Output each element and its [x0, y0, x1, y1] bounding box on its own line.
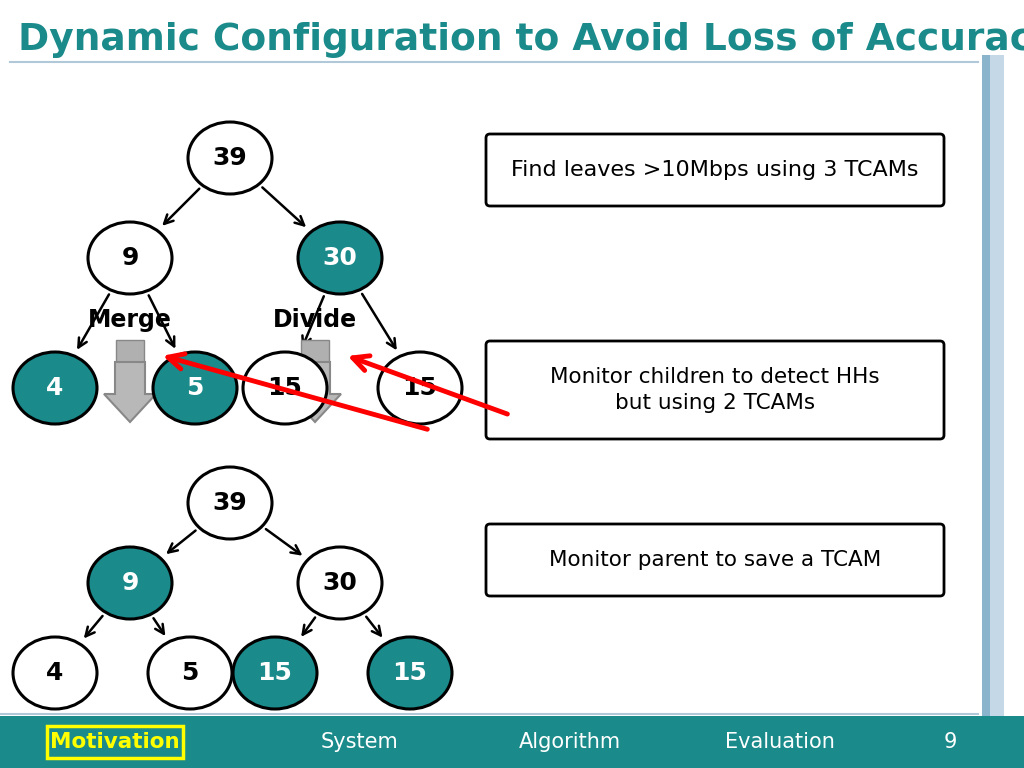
- Text: Monitor parent to save a TCAM: Monitor parent to save a TCAM: [549, 550, 881, 570]
- Ellipse shape: [298, 222, 382, 294]
- Ellipse shape: [153, 352, 237, 424]
- Text: System: System: [322, 732, 399, 752]
- Text: 39: 39: [213, 146, 248, 170]
- Ellipse shape: [148, 637, 232, 709]
- Ellipse shape: [298, 547, 382, 619]
- Text: Evaluation: Evaluation: [725, 732, 835, 752]
- Ellipse shape: [233, 637, 317, 709]
- Ellipse shape: [243, 352, 327, 424]
- Ellipse shape: [378, 352, 462, 424]
- FancyBboxPatch shape: [486, 341, 944, 439]
- Ellipse shape: [188, 467, 272, 539]
- Bar: [990, 55, 1004, 716]
- Ellipse shape: [368, 637, 452, 709]
- Text: 15: 15: [402, 376, 437, 400]
- Text: 30: 30: [323, 246, 357, 270]
- Text: Divide: Divide: [273, 308, 357, 332]
- Text: 39: 39: [213, 491, 248, 515]
- Ellipse shape: [13, 637, 97, 709]
- Ellipse shape: [88, 222, 172, 294]
- Text: Monitor children to detect HHs
but using 2 TCAMs: Monitor children to detect HHs but using…: [550, 367, 880, 413]
- FancyBboxPatch shape: [486, 524, 944, 596]
- Text: Algorithm: Algorithm: [519, 732, 622, 752]
- Text: 9: 9: [943, 732, 956, 752]
- Text: 9: 9: [121, 246, 138, 270]
- Text: 4: 4: [46, 661, 63, 685]
- Text: Find leaves >10Mbps using 3 TCAMs: Find leaves >10Mbps using 3 TCAMs: [511, 160, 919, 180]
- FancyBboxPatch shape: [47, 726, 183, 758]
- Text: Merge: Merge: [88, 308, 172, 332]
- Text: 9: 9: [121, 571, 138, 595]
- Ellipse shape: [188, 122, 272, 194]
- Ellipse shape: [13, 352, 97, 424]
- Text: 15: 15: [392, 661, 427, 685]
- Text: Dynamic Configuration to Avoid Loss of Accuracy: Dynamic Configuration to Avoid Loss of A…: [18, 22, 1024, 58]
- Bar: [982, 55, 990, 716]
- Text: 30: 30: [323, 571, 357, 595]
- Text: 15: 15: [258, 661, 293, 685]
- FancyArrow shape: [104, 362, 156, 422]
- Bar: [116, 340, 144, 362]
- Ellipse shape: [88, 547, 172, 619]
- FancyBboxPatch shape: [486, 134, 944, 206]
- FancyArrow shape: [289, 362, 341, 422]
- Text: 5: 5: [181, 661, 199, 685]
- Bar: [301, 340, 329, 362]
- Text: 4: 4: [46, 376, 63, 400]
- Text: 5: 5: [186, 376, 204, 400]
- Text: 15: 15: [267, 376, 302, 400]
- Text: Motivation: Motivation: [50, 732, 180, 752]
- Bar: [0, 716, 1024, 768]
